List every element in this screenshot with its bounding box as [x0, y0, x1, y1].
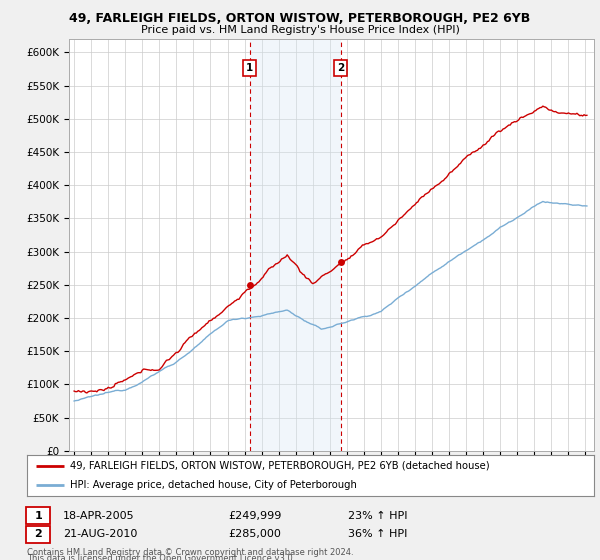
- Text: Price paid vs. HM Land Registry's House Price Index (HPI): Price paid vs. HM Land Registry's House …: [140, 25, 460, 35]
- Text: £285,000: £285,000: [228, 529, 281, 539]
- Text: £249,999: £249,999: [228, 511, 281, 521]
- Text: 36% ↑ HPI: 36% ↑ HPI: [348, 529, 407, 539]
- Text: 2: 2: [35, 529, 42, 539]
- Text: 23% ↑ HPI: 23% ↑ HPI: [348, 511, 407, 521]
- Text: 49, FARLEIGH FIELDS, ORTON WISTOW, PETERBOROUGH, PE2 6YB: 49, FARLEIGH FIELDS, ORTON WISTOW, PETER…: [70, 12, 530, 25]
- Text: 18-APR-2005: 18-APR-2005: [63, 511, 134, 521]
- Text: 1: 1: [246, 63, 253, 73]
- Text: HPI: Average price, detached house, City of Peterborough: HPI: Average price, detached house, City…: [70, 479, 356, 489]
- Text: Contains HM Land Registry data © Crown copyright and database right 2024.: Contains HM Land Registry data © Crown c…: [27, 548, 353, 557]
- Text: 1: 1: [35, 511, 42, 521]
- Bar: [250, 39, 341, 451]
- Text: 21-AUG-2010: 21-AUG-2010: [63, 529, 137, 539]
- Text: This data is licensed under the Open Government Licence v3.0.: This data is licensed under the Open Gov…: [27, 554, 295, 560]
- Text: 2: 2: [337, 63, 344, 73]
- Text: 49, FARLEIGH FIELDS, ORTON WISTOW, PETERBOROUGH, PE2 6YB (detached house): 49, FARLEIGH FIELDS, ORTON WISTOW, PETER…: [70, 461, 489, 471]
